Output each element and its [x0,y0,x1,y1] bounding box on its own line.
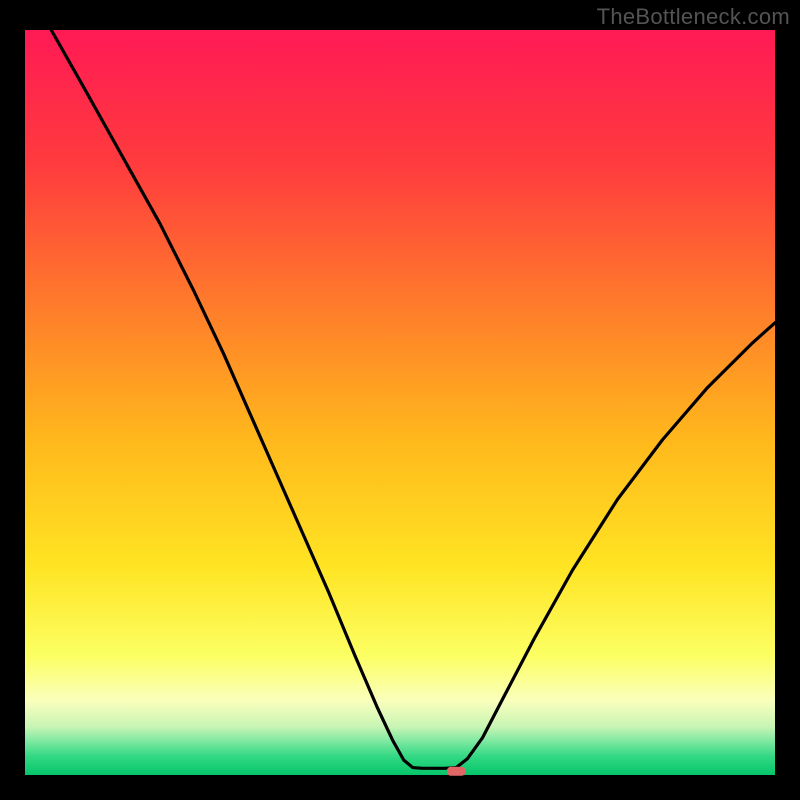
chart-container: TheBottleneck.com [0,0,800,800]
bottleneck-chart [0,0,800,800]
plot-background [25,30,775,775]
watermark-text: TheBottleneck.com [597,4,790,30]
optimum-marker [447,767,466,776]
